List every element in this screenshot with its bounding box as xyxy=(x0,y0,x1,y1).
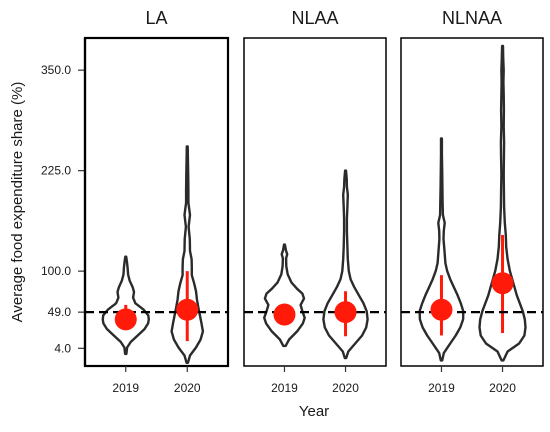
violin-shape xyxy=(322,169,369,360)
x-tick-label: 2019 xyxy=(112,381,139,395)
violin-shape xyxy=(170,145,205,364)
mean-point xyxy=(114,308,137,331)
violin-shape xyxy=(263,243,306,348)
mean-point xyxy=(176,298,199,321)
y-tick-label: 100.0 xyxy=(41,264,71,278)
y-tick-label: 350.0 xyxy=(41,63,71,77)
panel-border xyxy=(243,37,387,367)
x-tick-label: 2020 xyxy=(174,381,201,395)
violin-shape xyxy=(418,137,465,362)
facet-title: LA xyxy=(145,8,167,28)
mean-point xyxy=(273,303,296,326)
mean-point xyxy=(430,298,453,321)
facet-title: NLAA xyxy=(291,8,338,28)
y-tick-label: 4.0 xyxy=(54,341,71,355)
violin-shape xyxy=(101,255,150,356)
y-tick-label: 225.0 xyxy=(41,164,71,178)
y-tick-label: 49.0 xyxy=(48,305,72,319)
violin-shape xyxy=(478,44,527,362)
mean-point xyxy=(334,301,357,324)
mean-point xyxy=(491,272,514,295)
x-tick-label: 2019 xyxy=(428,381,455,395)
x-axis-title: Year xyxy=(299,403,329,420)
facet-title: NLNAA xyxy=(442,8,502,28)
x-tick-label: 2019 xyxy=(271,381,298,395)
panel-border xyxy=(400,37,544,367)
panel-border xyxy=(83,36,230,368)
x-tick-label: 2020 xyxy=(332,381,359,395)
x-tick-label: 2020 xyxy=(489,381,516,395)
y-axis-title: Average food expenditure share (%) xyxy=(9,82,26,323)
